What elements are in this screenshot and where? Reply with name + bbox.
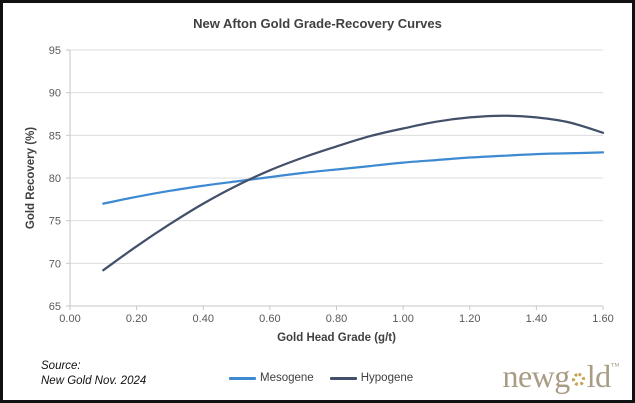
chart-legend: Mesogene Hypogene — [229, 372, 413, 384]
grade-recovery-chart: 65 70 75 80 85 90 95 0.00 0.20 0.40 0.60 0.80 1.00 1.… — [25, 45, 614, 344]
logo-trademark-icon: ™ — [610, 361, 620, 371]
x-tick-label: 1.60 — [592, 313, 613, 325]
source-note: Source: New Gold Nov. 2024 — [41, 359, 146, 389]
y-tick-label: 65 — [49, 301, 61, 313]
chart-title: New Afton Gold Grade-Recovery Curves — [193, 16, 442, 31]
mesogene-curve — [102, 151, 605, 205]
x-tick-label: 0.40 — [193, 313, 214, 325]
y-tick-label: 70 — [49, 258, 61, 270]
x-tick-label: 1.40 — [526, 313, 547, 325]
legend-item-mesogene: Mesogene — [229, 372, 314, 384]
legend-label-hypogene: Hypogene — [360, 372, 414, 384]
y-tick-label: 85 — [49, 130, 61, 142]
x-tick-label: 0.00 — [59, 313, 80, 325]
y-axis-title: Gold Recovery (%) — [25, 127, 37, 229]
logo-text-post: ld — [586, 358, 611, 394]
x-tick-label: 0.60 — [259, 313, 280, 325]
x-tick-label: 0.80 — [326, 313, 347, 325]
legend-item-hypogene: Hypogene — [329, 372, 414, 384]
newgold-logo: newg ld ™ — [502, 359, 619, 393]
y-tick-label: 90 — [49, 88, 61, 100]
y-tick-label: 80 — [49, 173, 61, 185]
x-tick-label: 0.20 — [126, 313, 147, 325]
hypogene-curve — [102, 114, 605, 272]
x-tick-label: 1.00 — [392, 313, 413, 325]
mesogene-line-swatch — [229, 376, 256, 380]
source-text: New Gold Nov. 2024 — [41, 375, 147, 387]
legend-label-mesogene: Mesogene — [260, 372, 314, 384]
source-label: Source: — [41, 360, 81, 372]
logo-text-pre: newg — [502, 358, 570, 394]
x-axis-title: Gold Head Grade (g/t) — [277, 332, 396, 344]
logo-dotted-o-icon — [571, 372, 585, 386]
x-tick-label: 1.20 — [459, 313, 480, 325]
y-tick-label: 95 — [49, 45, 61, 57]
hypogene-line-swatch — [329, 376, 357, 380]
y-tick-label: 75 — [49, 216, 61, 228]
